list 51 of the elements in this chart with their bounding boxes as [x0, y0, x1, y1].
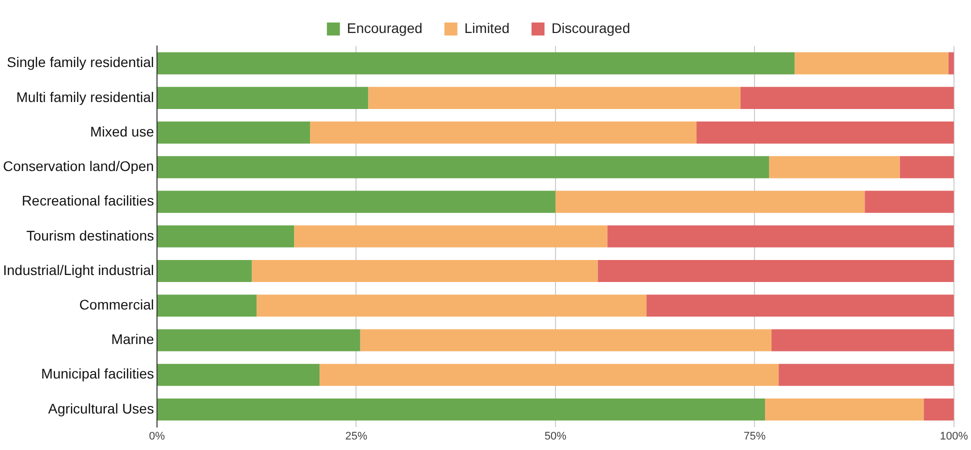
y-tick-label: Mixed use: [90, 123, 154, 140]
bar: [360, 329, 772, 352]
bar: [157, 190, 556, 213]
bar: [157, 156, 770, 178]
y-tick-label: Single family residential: [6, 54, 154, 70]
x-tick-label: 25%: [345, 430, 368, 442]
y-tick-label: Marine: [111, 331, 154, 348]
legend-label: Limited: [464, 20, 510, 36]
bar: [157, 294, 257, 317]
bar: [771, 329, 954, 352]
bar: [769, 156, 900, 178]
y-tick-label: Conservation land/Open: [2, 158, 154, 174]
legend-label: Encouraged: [346, 20, 422, 36]
bar: [252, 260, 598, 282]
bar: [607, 225, 954, 248]
bar: [294, 225, 608, 248]
bar: [646, 294, 954, 317]
bar: [794, 52, 948, 74]
y-tick-label: Municipal facilities: [41, 366, 154, 382]
bar: [320, 364, 779, 386]
bar: [555, 190, 865, 213]
bar: [924, 398, 954, 421]
bar: [157, 398, 766, 421]
bar: [157, 225, 294, 248]
bar: [368, 86, 740, 109]
bar: [778, 364, 954, 386]
bar: [740, 86, 954, 109]
bar: [900, 156, 954, 178]
bar: [256, 294, 646, 317]
x-tick-label: 100%: [940, 430, 968, 442]
bar: [864, 190, 954, 213]
y-tick-label: Tourism destinations: [26, 227, 154, 244]
bar: [157, 364, 320, 386]
y-tick-label: Recreational facilities: [22, 192, 154, 209]
x-tick-label: 50%: [544, 430, 567, 442]
bar: [157, 329, 360, 352]
y-tick-label: Multi family residential: [16, 88, 154, 105]
y-tick-label: Agricultural Uses: [48, 400, 154, 416]
y-tick-label: Commercial: [79, 296, 154, 312]
legend-label: Discouraged: [552, 20, 630, 36]
bar: [310, 122, 697, 144]
bar: [157, 122, 310, 144]
bar: [598, 260, 954, 282]
x-tick-label: 75%: [744, 430, 766, 442]
bar: [765, 398, 924, 421]
y-tick-label: Industrial/Light industrial: [3, 262, 154, 278]
x-tick-label: 0%: [149, 430, 166, 442]
bar: [157, 52, 795, 74]
bar: [157, 260, 252, 282]
bar: [696, 122, 954, 144]
bar: [157, 86, 368, 109]
